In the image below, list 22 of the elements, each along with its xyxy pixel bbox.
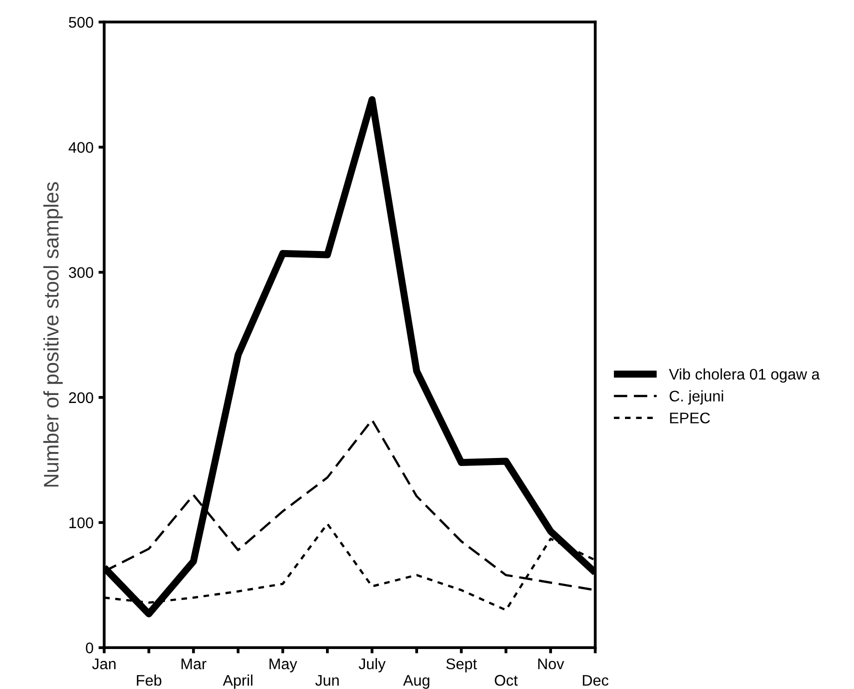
y-tick-label: 400	[68, 142, 94, 153]
x-tick-label: Nov	[538, 658, 564, 670]
y-tick-label: 300	[68, 267, 94, 278]
x-tick-label: Aug	[403, 675, 430, 689]
legend-label: Vib cholera 01 ogaw a	[668, 368, 820, 383]
y-tick-label: 500	[68, 16, 94, 28]
x-tick-label: Feb	[136, 674, 162, 686]
legend-label: C. jejuni	[670, 390, 724, 405]
x-tick-label: Mar	[182, 658, 206, 670]
x-tick-label: Oct	[494, 674, 518, 686]
y-tick-label: 200	[69, 392, 94, 404]
y-axis-title: Number of positive stool samples	[43, 182, 63, 487]
x-tick-label: Sept	[446, 658, 477, 672]
legend-label: EPEC	[670, 412, 710, 424]
y-tick-label: 0	[86, 642, 94, 654]
x-tick-label: Jan	[92, 658, 116, 670]
x-tick-label: April	[222, 674, 252, 689]
y-tick-label: 100	[69, 517, 94, 528]
x-tick-label: July	[358, 658, 386, 672]
x-tick-label: Dec	[582, 675, 608, 686]
x-tick-label: May	[270, 658, 298, 672]
x-tick-label: Jun	[315, 675, 339, 686]
